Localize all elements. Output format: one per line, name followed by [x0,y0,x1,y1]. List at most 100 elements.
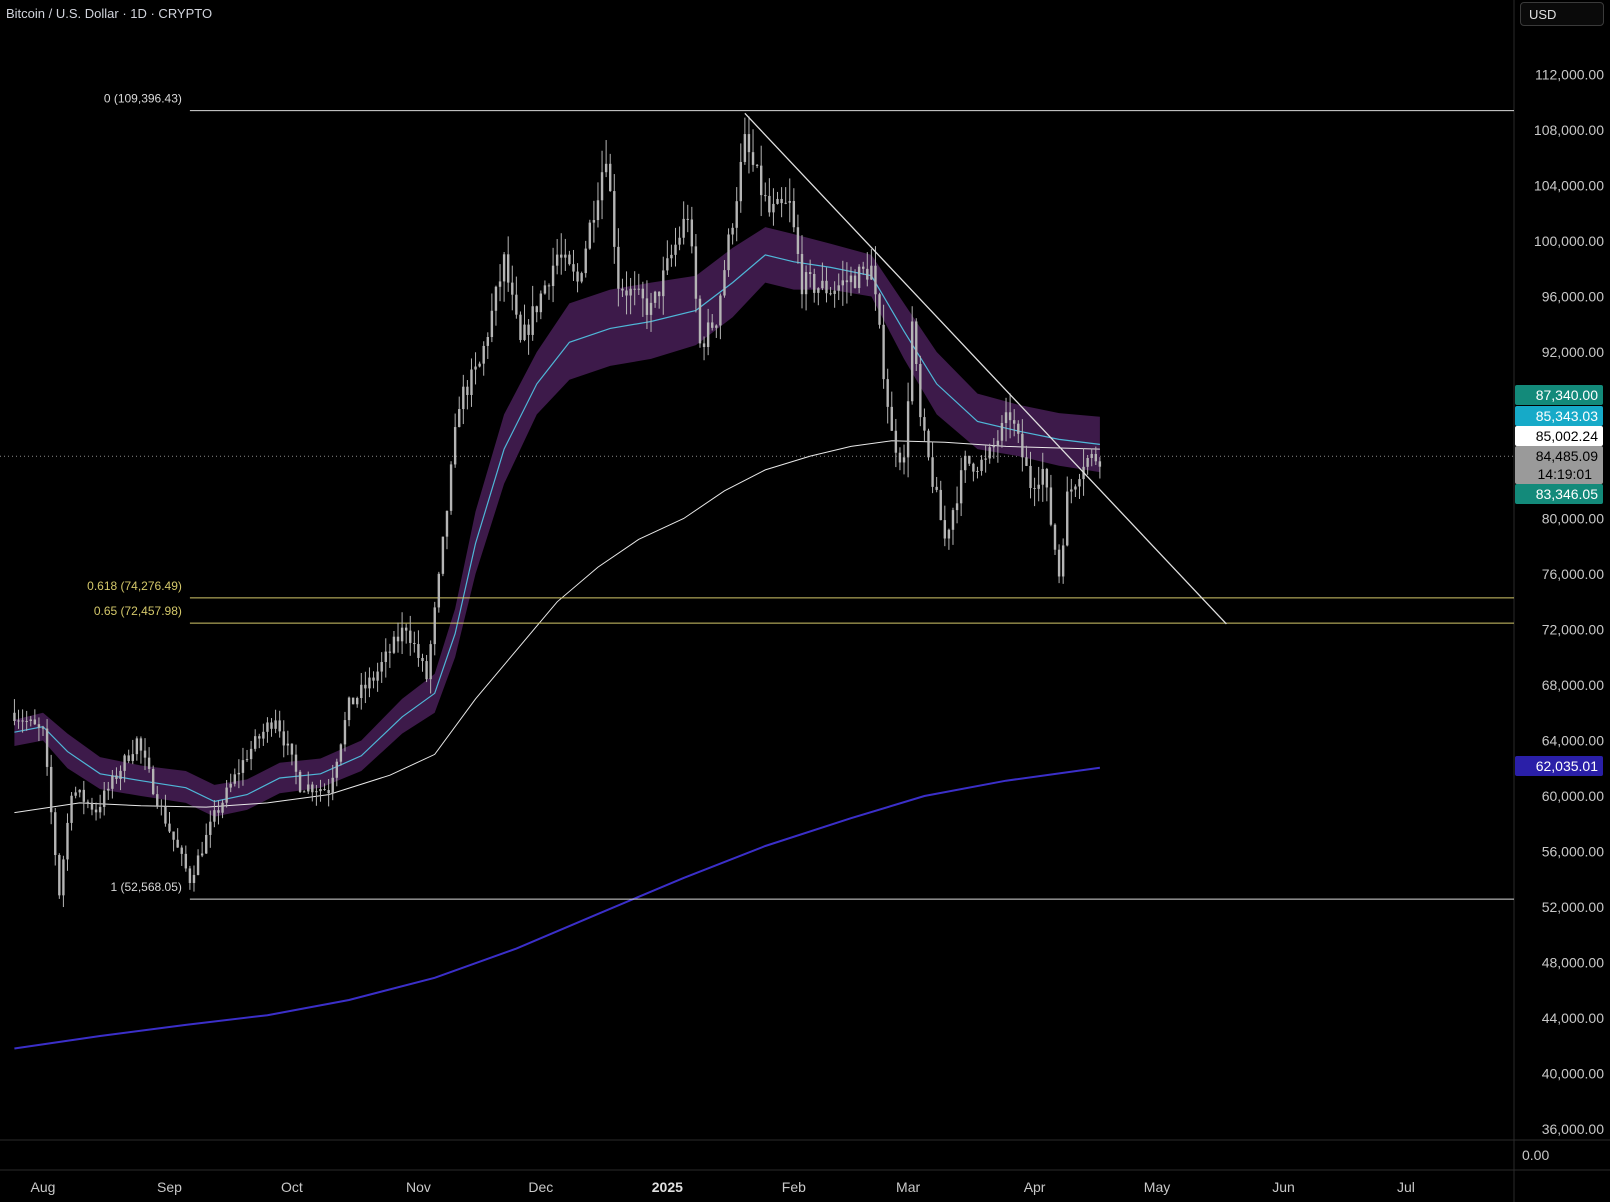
candle [364,671,367,704]
candle [37,717,41,742]
candle [54,807,57,866]
candle [825,267,828,303]
candle-body [360,684,363,699]
candle [600,150,604,220]
candle [751,129,755,172]
price-tick-label: 112,000.00 [1535,67,1604,83]
candle [808,259,812,288]
candle [837,273,840,301]
candle [910,306,914,405]
candle-body [1017,423,1020,434]
ema-band-midline [14,254,1100,803]
candle [294,744,298,785]
price-tick-label: 92,000.00 [1542,344,1604,360]
candle-body [82,789,86,802]
candle-body [878,294,881,325]
candle [335,758,339,787]
candle [1025,445,1028,467]
candle [792,188,796,233]
time-tick-label: 2025 [652,1179,683,1195]
candle [470,358,473,407]
candle-body [923,417,926,431]
candle-body [588,222,592,249]
candle [302,790,306,793]
candle-body [666,258,669,271]
candle-body [662,270,665,297]
time-tick-label: Sep [157,1179,182,1195]
candle [433,601,436,656]
lower-pane-zero-label: 0.00 [1522,1147,1549,1163]
time-tick-label: Nov [406,1179,431,1195]
price-badge-label: 85,343.03 [1536,408,1598,424]
candle-body [617,246,620,289]
candle-body [515,294,518,315]
candle-body [951,510,955,530]
candle [1098,457,1102,479]
candle [800,235,804,309]
candle-body [910,321,914,402]
candle [653,290,657,308]
candle [217,800,220,825]
candle-body [221,802,224,813]
candle-body [906,401,910,458]
candle-body [764,195,767,197]
candle [176,828,179,848]
candle [564,238,567,271]
candle [115,767,118,784]
candle-body [674,244,677,255]
candle-body [356,698,359,705]
candle [625,271,628,315]
candle [49,754,53,825]
descending-trendline[interactable] [744,112,1227,625]
candle [731,223,734,245]
candle [694,234,698,313]
candle-body [86,801,90,803]
candle-body [523,324,526,340]
candle-body [200,853,204,856]
candle-body [1045,468,1049,488]
candle [862,261,865,275]
candle [498,264,502,302]
candle-body [531,306,534,335]
candle-body [29,719,32,721]
candle [784,187,787,205]
candle [200,841,204,858]
candle-body [319,789,322,792]
currency-button[interactable]: USD [1520,2,1604,26]
candle-body [368,677,371,689]
candle [229,773,232,793]
candle [66,813,69,871]
candle [253,729,257,752]
candle [245,749,249,763]
candle [886,368,889,424]
candle-body [233,774,236,784]
price-badge-label: 62,035.01 [1536,758,1598,774]
candle [441,536,445,577]
candle [866,252,869,287]
time-tick-label: May [1144,1179,1170,1195]
candle-body [927,430,930,458]
candle-body [396,636,400,642]
candle-body [131,754,134,762]
candle [449,461,453,515]
candle-body [857,266,861,288]
candle-body [290,743,294,755]
candle-body [335,761,339,778]
price-badge: 62,035.01 [1515,756,1603,776]
candle [172,831,175,852]
candle [743,117,747,165]
candle [596,182,600,228]
candle [188,865,192,890]
candle-body [486,337,489,346]
candle [519,311,522,343]
candle-body [421,657,424,662]
candle [1029,451,1032,499]
candle [380,652,383,683]
candle-body [413,642,416,645]
candle [755,164,759,169]
candle-body [425,661,428,680]
candle [955,486,959,524]
candle-body [817,288,820,293]
candle-body [1098,461,1102,467]
